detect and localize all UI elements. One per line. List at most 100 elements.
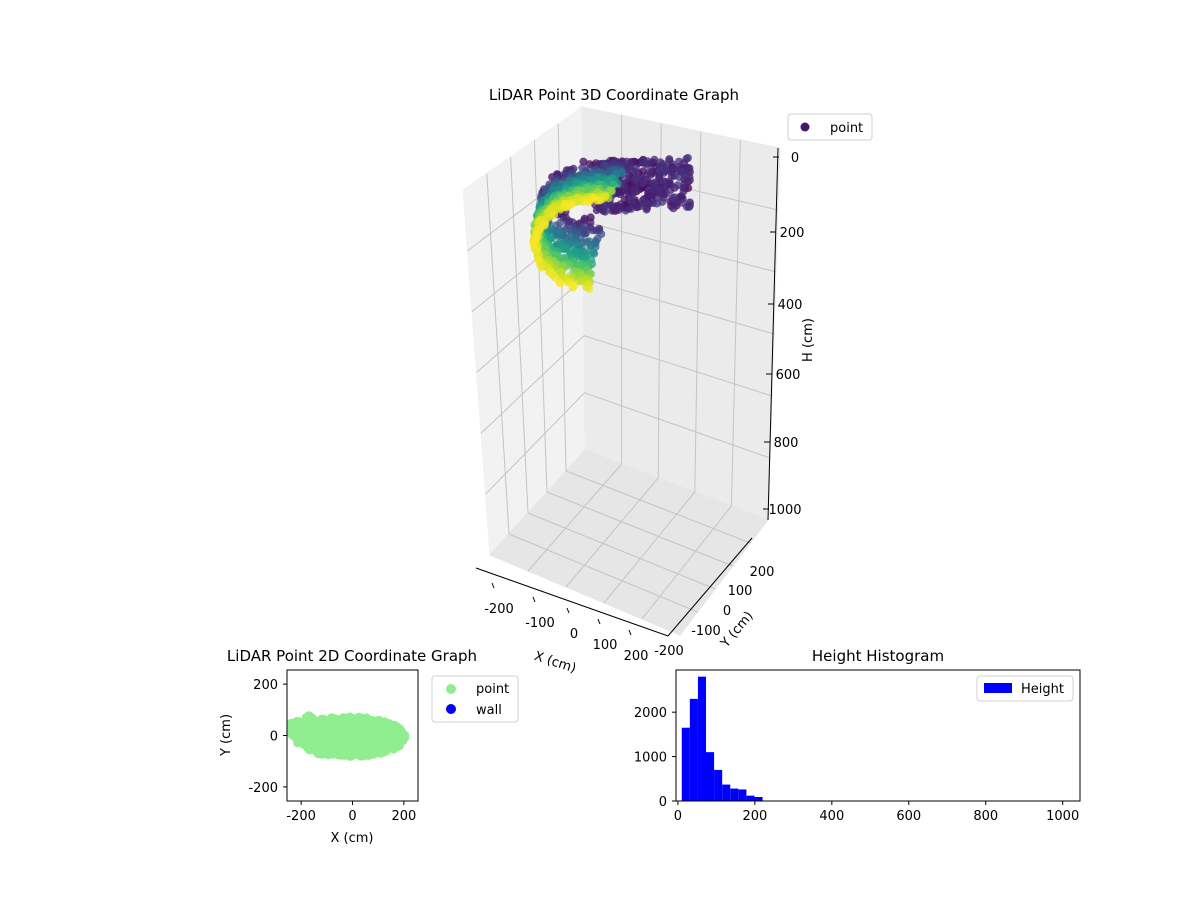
point-3d: [686, 201, 694, 210]
grid-line: [546, 491, 733, 567]
legend-2d-marker-point: [446, 684, 456, 694]
point-3d: [585, 284, 594, 293]
plot-histogram: Height Histogram 0 200 400 600 800 1000 0 1000 2…: [634, 647, 1081, 824]
z-axis-label-3d: H (cm): [801, 318, 816, 362]
point-2d: [326, 743, 336, 753]
x-tick-label-3d: -100: [525, 616, 555, 631]
x-tick-label-3d: 0: [570, 627, 578, 642]
x-tick-label-2d: 200: [391, 809, 416, 824]
grid-line: [480, 335, 773, 434]
y-tick-label-histogram: 0: [659, 795, 667, 810]
point-2d: [359, 740, 369, 750]
point-3d: [650, 178, 659, 187]
z-tick-label-3d: 400: [778, 298, 803, 313]
point-3d: [601, 207, 610, 216]
x-tick-mark-3d: [597, 618, 601, 625]
y-axis-label-2d: Y (cm): [219, 714, 234, 757]
point-2d: [367, 744, 377, 754]
point-3d: [655, 166, 664, 175]
x-tick-mark-3d: [532, 596, 536, 603]
point-2d: [386, 726, 396, 736]
point-2d: [335, 730, 345, 740]
point-2d: [356, 722, 366, 732]
point-3d: [614, 188, 623, 197]
y-tick-label-histogram: 2000: [634, 706, 667, 721]
point-2d: [347, 713, 357, 723]
grid-line: [508, 533, 698, 613]
legend-histogram: Height: [976, 675, 1074, 702]
point-2d: [396, 731, 406, 741]
point-3d: [609, 180, 618, 189]
y-tick-label-2d: 0: [270, 730, 278, 745]
point-2d: [349, 720, 358, 730]
x-tick-label-3d: 100: [593, 638, 618, 653]
point-3d: [626, 195, 635, 204]
point-2d: [335, 742, 345, 752]
x-tick-label-2d: 0: [348, 809, 356, 824]
legend-histogram-swatch: [984, 683, 1012, 693]
title-histogram: Height Histogram: [812, 647, 944, 665]
point-3d: [567, 200, 576, 209]
point-3d: [540, 221, 549, 230]
x-axis-line: [475, 567, 669, 637]
histogram-bars: [681, 676, 763, 801]
legend-2d-marker-wall: [446, 704, 456, 714]
title-2d: LiDAR Point 2D Coordinate Graph: [227, 647, 477, 665]
x-axis-label-2d: X (cm): [331, 831, 374, 846]
histogram-bar: [746, 795, 755, 801]
grid-line: [485, 392, 771, 495]
y-tick-label-3d: -200: [654, 644, 684, 659]
y-tick-label-3d: 100: [728, 584, 753, 599]
point-3d: [661, 178, 670, 187]
histogram-bar: [722, 784, 731, 801]
point-2d: [365, 718, 375, 728]
point-2d: [320, 734, 330, 744]
point-3d: [675, 157, 683, 166]
y-tick-label-3d: 0: [723, 604, 731, 619]
point-3d: [669, 204, 678, 213]
point-2d: [320, 717, 329, 727]
point-3d: [614, 205, 623, 214]
point-3d: [565, 260, 574, 269]
z-tick-label-3d: 0: [791, 151, 799, 166]
point-3d: [577, 277, 586, 286]
grid-line: [641, 505, 732, 620]
ticks-histogram: 0 200 400 600 800 1000 0 1000 2000: [634, 706, 1079, 824]
point-3d: [658, 197, 667, 206]
point-2d: [292, 720, 302, 730]
point-3d: [633, 173, 642, 182]
legend-3d-marker: [800, 122, 810, 132]
point-2d: [335, 715, 345, 725]
x-tick-label-histogram: 600: [896, 809, 921, 824]
z-tick-label-3d: 200: [780, 226, 805, 241]
x-tick-label-histogram: 1000: [1046, 809, 1079, 824]
point-3d: [642, 205, 651, 214]
title-3d: LiDAR Point 3D Coordinate Graph: [489, 86, 739, 104]
x-tick-label-histogram: 200: [742, 809, 767, 824]
point-2d: [350, 740, 360, 750]
point-3d: [556, 267, 565, 276]
y-tick-label-2d: -200: [248, 781, 278, 796]
y-tick-label-histogram: 1000: [634, 751, 667, 766]
point-3d: [556, 279, 565, 288]
x-tick-label-histogram: 400: [819, 809, 844, 824]
point-3d: [532, 246, 541, 255]
point-3d: [682, 155, 691, 163]
point-2d: [302, 715, 312, 724]
point-3d: [630, 167, 639, 176]
point-2d: [304, 741, 314, 751]
legend-3d: point: [787, 113, 873, 141]
point-3d: [551, 273, 560, 282]
x-tick-label-histogram: 800: [973, 809, 998, 824]
point-3d: [534, 218, 543, 227]
legend-histogram-label: Height: [1021, 682, 1064, 697]
legend-3d-label: point: [830, 121, 863, 136]
x-tick-mark-3d: [628, 629, 632, 636]
histogram-bar: [706, 752, 715, 801]
grid-line: [527, 512, 716, 590]
grid-line: [565, 477, 659, 588]
point-3d: [622, 174, 631, 183]
